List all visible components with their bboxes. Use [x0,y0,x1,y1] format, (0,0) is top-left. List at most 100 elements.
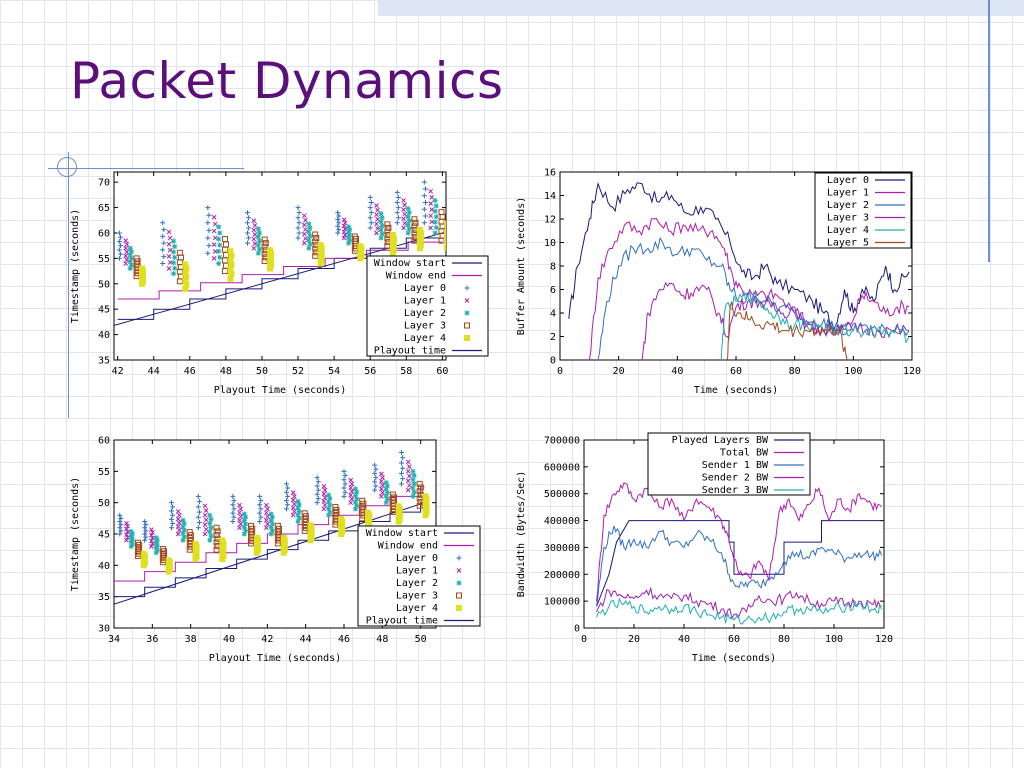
packet-marker-layer-2 [180,524,186,530]
packet-marker-layer-4 [228,261,235,268]
packet-marker-layer-1 [290,490,296,495]
packet-marker-layer-3 [221,236,228,243]
legend-label: Played Layers BW [672,435,769,446]
packet-marker-layer-2 [411,473,417,479]
packet-marker-layer-0 [400,476,406,482]
packet-marker-layer-0 [246,215,252,221]
packet-marker-layer-2 [269,528,275,534]
packet-marker-layer-1 [402,202,408,208]
packet-marker-layer-1 [150,530,155,535]
packet-marker-layer-4 [219,556,226,563]
legend-marker [464,298,470,303]
packet-marker-layer-4 [444,224,446,231]
x-tick-label: 40 [678,634,690,645]
packet-marker-layer-2 [383,493,389,499]
packet-marker-layer-2 [153,545,159,551]
packet-marker-layer-1 [290,505,296,511]
packet-marker-layer-3 [384,221,391,228]
packet-marker-layer-0 [395,194,401,200]
packet-marker-layer-0 [422,213,428,219]
legend-label: Layer 4 [827,225,869,236]
packet-marker-layer-1 [237,517,242,523]
packet-marker-layer-0 [373,475,379,481]
packet-marker-layer-3 [416,488,423,495]
packet-marker-layer-1 [407,483,412,488]
x-tick-label: 44 [300,634,312,645]
packet-marker-layer-2 [306,221,312,227]
packet-marker-layer-4 [364,509,371,516]
x-tick-label: 60 [436,366,448,377]
packet-marker-layer-2 [153,550,159,556]
packet-marker-layer-4 [390,241,397,248]
legend-box [647,432,811,496]
y-tick-label: 35 [98,356,110,367]
packet-marker-layer-2 [255,250,261,256]
packet-marker-layer-0 [117,531,123,537]
packet-marker-layer-0 [116,230,122,236]
legend-label: Sender 3 BW [702,485,769,496]
packet-marker-layer-0 [314,483,320,489]
packet-marker-layer-3 [412,219,419,226]
packet-marker-layer-4 [183,273,190,280]
x-tick-label: 80 [778,634,790,645]
packet-marker-layer-0 [399,481,404,487]
packet-marker-layer-0 [230,502,236,508]
packet-marker-layer-2 [347,232,353,238]
packet-marker-layer-0 [394,199,400,205]
packet-marker-layer-0 [161,227,167,233]
packet-marker-layer-1 [321,506,327,512]
packet-marker-layer-4 [444,241,446,248]
packet-marker-layer-3 [213,546,220,553]
packet-marker-layer-0 [161,254,167,260]
packet-marker-layer-4 [165,557,172,564]
packet-marker-layer-4 [443,237,446,244]
packet-marker-layer-1 [303,217,308,223]
packet-marker-layer-2 [295,505,301,511]
legend-label: Layer 2 [404,308,446,319]
y-axis-label: Bandwidth (Bytes/Sec) [516,471,527,597]
packet-marker-layer-1 [375,216,380,222]
packet-marker-layer-0 [161,240,167,246]
packet-marker-layer-3 [186,529,193,536]
packet-marker-layer-1 [175,509,181,514]
packet-marker-layer-2 [326,512,332,518]
packet-marker-layer-1 [302,240,307,246]
packet-marker-layer-4 [140,551,147,558]
packet-marker-layer-1 [407,473,412,479]
packet-marker-layer-2 [433,203,439,209]
packet-marker-layer-1 [238,506,244,512]
x-tick-label: 100 [825,634,843,645]
packet-marker-layer-2 [127,259,133,265]
packet-marker-layer-0 [142,531,148,537]
packet-marker-layer-4 [267,265,274,272]
packet-marker-layer-0 [295,215,301,221]
packet-marker-layer-3 [351,233,358,240]
packet-marker-layer-2 [207,529,213,535]
packet-marker-layer-2 [353,486,358,492]
packet-marker-layer-4 [228,271,235,278]
packet-marker-layer-0 [367,194,373,200]
packet-marker-layer-0 [195,493,201,499]
packet-marker-layer-2 [154,542,160,548]
packet-marker-layer-4 [416,233,423,240]
packet-marker-layer-0 [335,223,341,229]
packet-marker-layer-4 [443,228,446,235]
packet-marker-layer-4 [267,253,274,260]
packet-marker-layer-0 [336,220,342,226]
packet-marker-layer-2 [306,229,312,235]
chart-timestamp-vs-playout-top: 42 44 46 48 50 52 54 56 58 60 35 40 45 50 55 60 65 70 Play… [70,171,489,396]
packet-marker-layer-1 [177,512,182,518]
series-line-layer-2 [597,236,910,360]
packet-marker-layer-3 [416,480,423,487]
packet-marker-layer-2 [378,227,384,233]
legend-label: Window start [366,528,438,539]
packet-marker-layer-0 [422,199,428,205]
packet-marker-layer-4 [267,247,274,254]
packet-marker-layer-0 [117,518,123,524]
packet-marker-layer-0 [284,506,289,512]
packet-marker-layer-2 [268,524,274,530]
y-tick-label: 200000 [544,570,580,581]
packet-marker-layer-2 [255,226,261,232]
packet-marker-layer-1 [379,494,384,499]
packet-marker-layer-2 [217,230,223,236]
